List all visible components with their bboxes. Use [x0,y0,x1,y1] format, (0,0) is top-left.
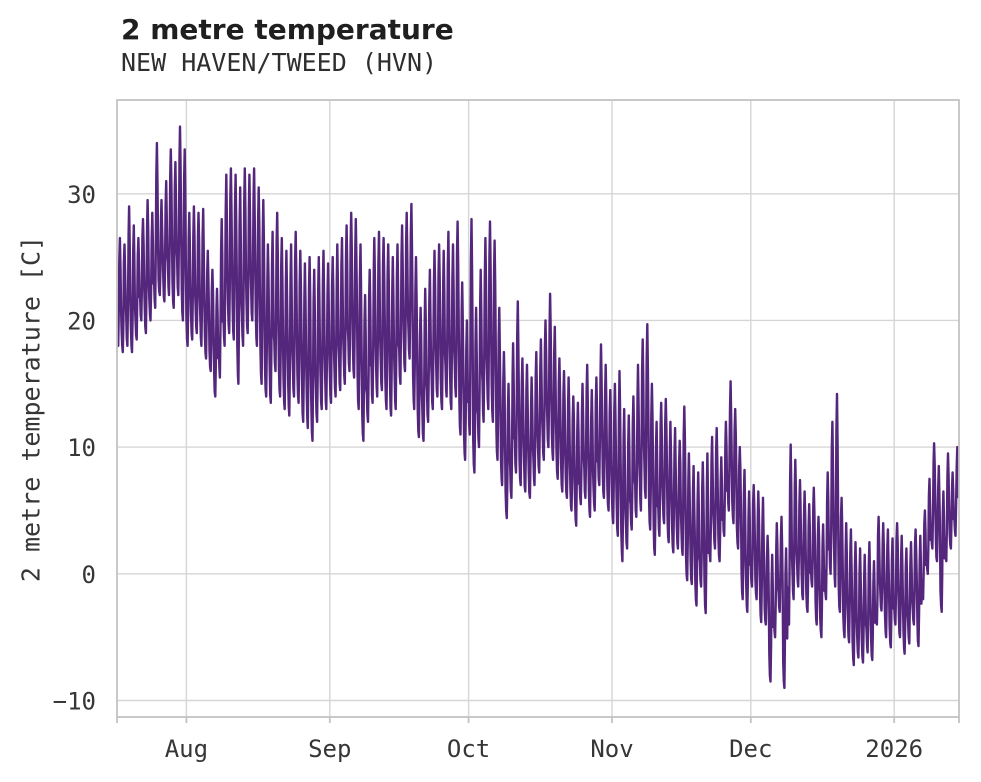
x-tick-label: Nov [590,735,633,763]
x-tick-label: Aug [165,735,208,763]
x-tick-label: Oct [447,735,490,763]
x-tick-label: 2026 [865,735,923,763]
y-tick-label: −10 [53,688,96,716]
y-tick-label: 10 [67,434,96,462]
chart-title: 2 metre temperature [121,13,454,46]
x-tick-label: Dec [729,735,772,763]
y-tick-label: 0 [82,561,96,589]
temperature-line [117,125,959,690]
y-tick-label: 30 [67,181,96,209]
x-tick-label: Sep [308,735,351,763]
plot-border [116,99,960,718]
y-tick-label: 20 [67,307,96,335]
y-axis-label: 2 metre temperature [C] [16,235,46,583]
chart-subtitle: NEW HAVEN/TWEED (HVN) [121,48,438,77]
